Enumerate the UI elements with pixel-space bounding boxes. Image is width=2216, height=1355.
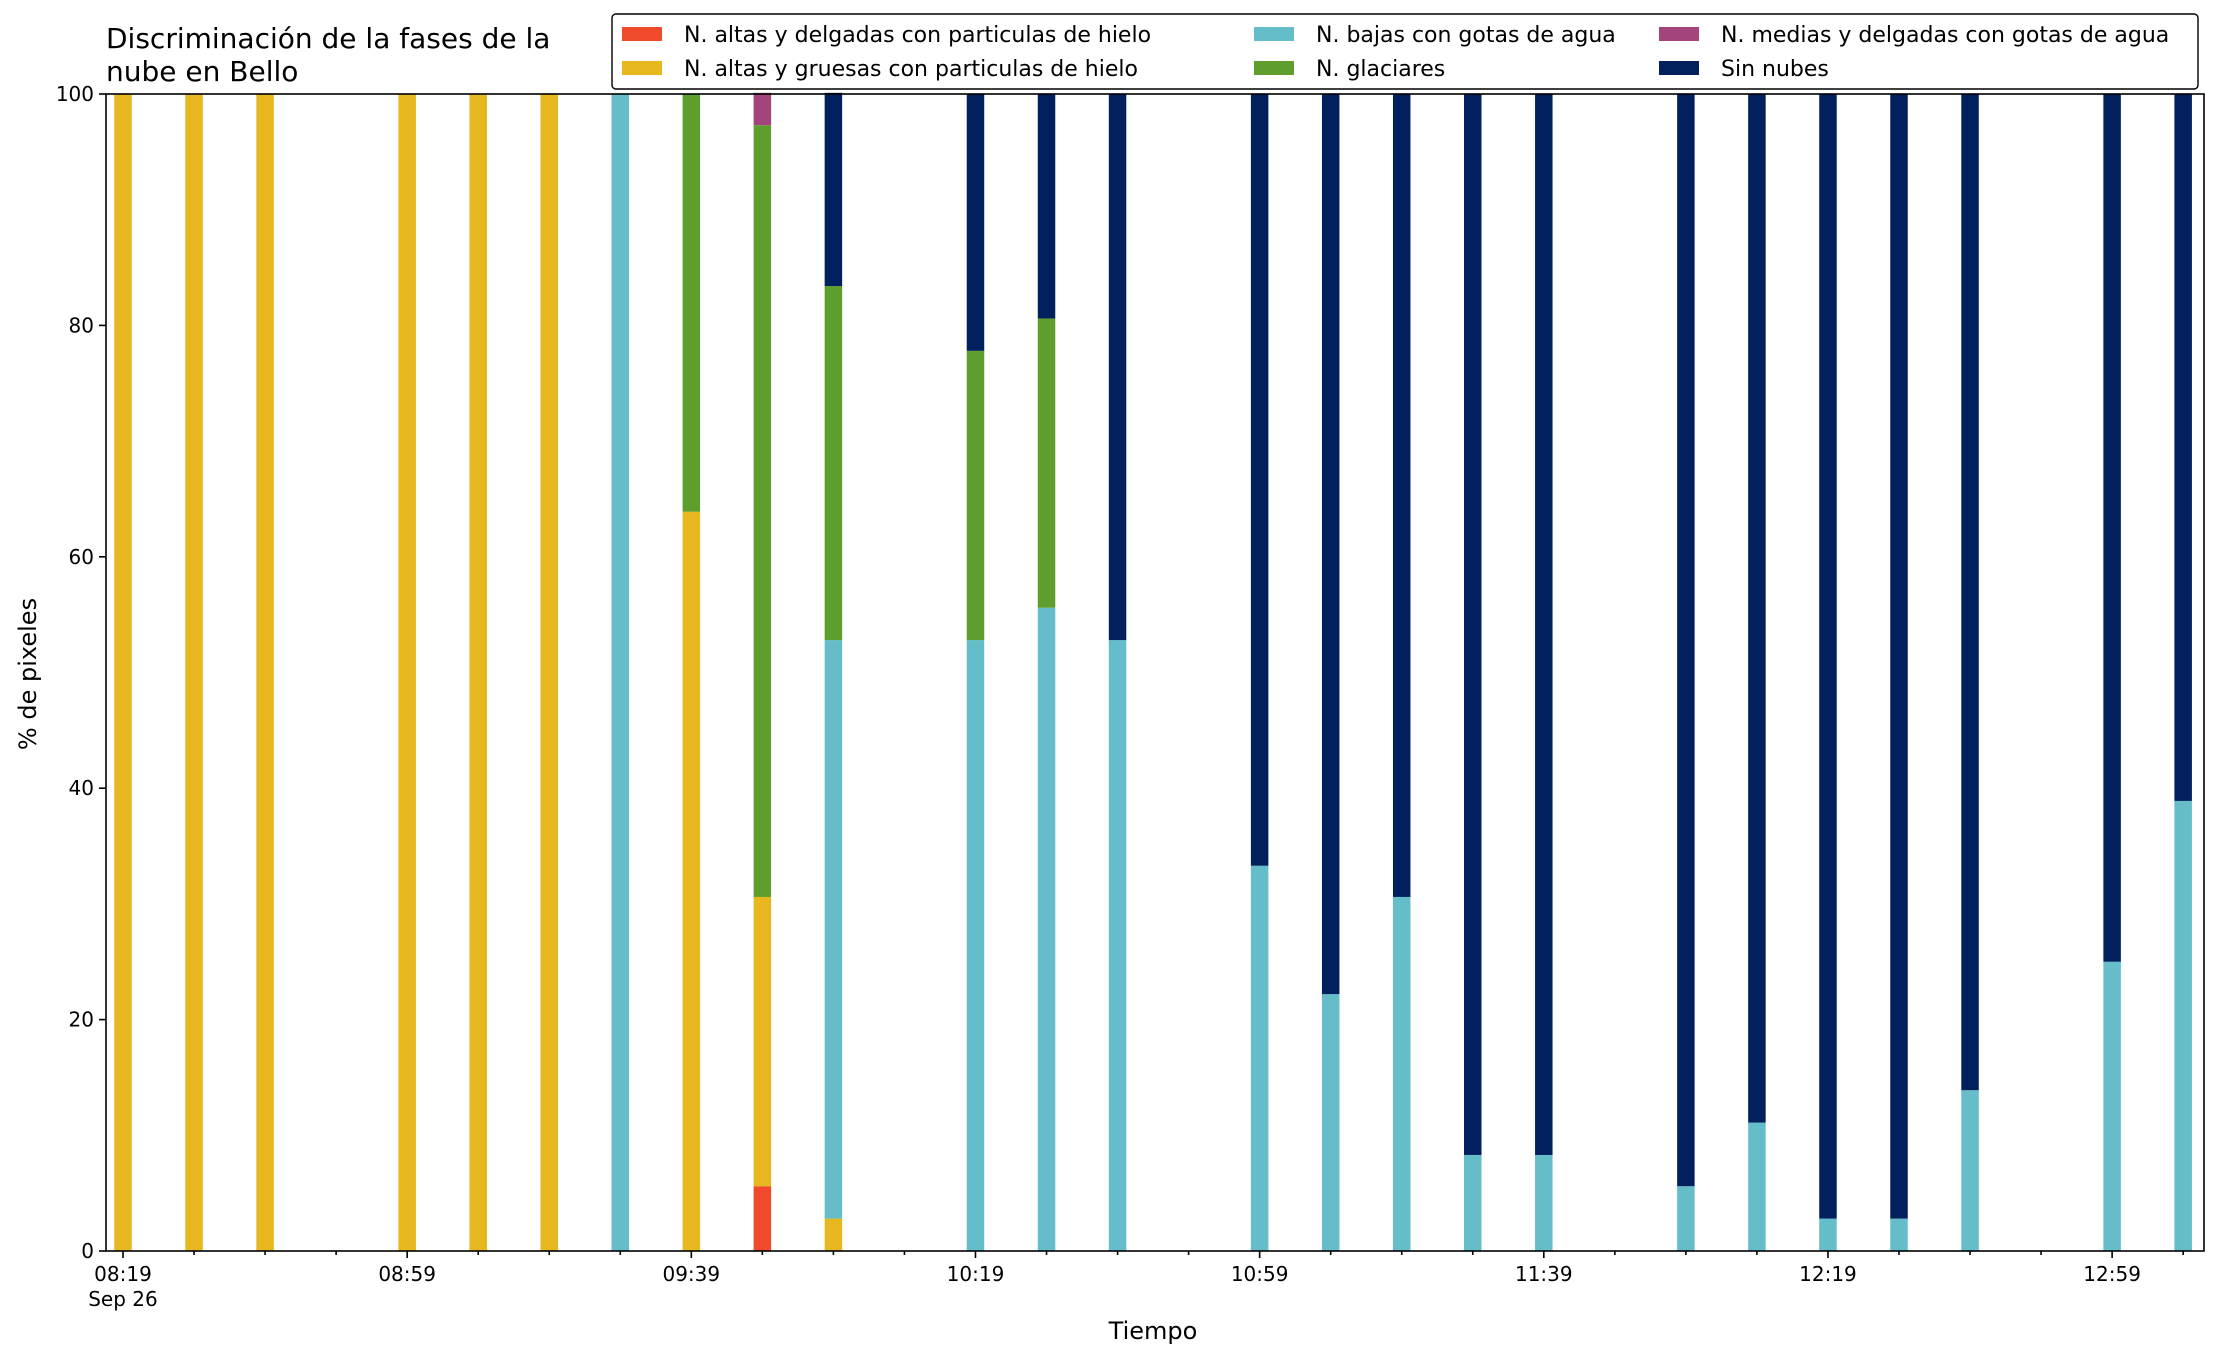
bar-segment xyxy=(1037,607,1056,1251)
bar-segment xyxy=(824,640,843,1219)
bar-segment xyxy=(966,94,985,351)
chart-title-line: Discriminación de la fases de la xyxy=(106,22,550,55)
legend: N. altas y delgadas con particulas de hi… xyxy=(611,13,2199,90)
bar-segment xyxy=(1392,94,1411,897)
bar-segment xyxy=(1890,1218,1908,1251)
bar-segment xyxy=(1108,94,1127,641)
x-tick-sublabel: Sep 26 xyxy=(88,1287,158,1311)
bar-segment xyxy=(611,94,630,1251)
bar-segment xyxy=(1677,1186,1695,1251)
bar-segment xyxy=(682,94,701,512)
bar-segment xyxy=(398,94,416,1251)
x-axis-label: Tiempo xyxy=(1108,1317,1198,1345)
legend-swatch xyxy=(1254,27,1294,41)
bar-segment xyxy=(1250,865,1269,1251)
x-tick-label: 10:59 xyxy=(1231,1262,1289,1286)
bar-segment xyxy=(1677,94,1695,1187)
bar-segment xyxy=(753,896,772,1187)
x-tick-label: 09:39 xyxy=(662,1262,720,1286)
bar-segment xyxy=(1037,318,1056,608)
bar-segment xyxy=(2174,94,2192,801)
legend-swatch xyxy=(1659,61,1699,75)
bar-segment xyxy=(540,94,558,1251)
bar-segment xyxy=(753,1186,772,1251)
bar-segment xyxy=(1535,1154,1553,1251)
bar-segment xyxy=(1890,94,1908,1219)
x-tick-label: 08:59 xyxy=(378,1262,436,1286)
bar-segment xyxy=(1250,94,1269,866)
x-tick-label: 10:19 xyxy=(947,1262,1005,1286)
legend-label: N. altas y gruesas con particulas de hie… xyxy=(684,57,1138,82)
bar-segment xyxy=(1748,94,1766,1123)
bar-segment xyxy=(1961,94,1979,1091)
bar-segment xyxy=(114,94,132,1251)
legend-label: Sin nubes xyxy=(1721,57,1829,82)
y-tick-label: 0 xyxy=(81,1239,94,1263)
bar-segment xyxy=(1464,94,1482,1155)
legend-swatch xyxy=(1254,61,1294,75)
bar-segment xyxy=(2174,800,2192,1251)
x-axis: 08:19 08:59 09:39 10:19 10:59 11:39 12:19 12:59… xyxy=(88,1251,2184,1311)
y-axis: 0 20 40 60 80 100 xyxy=(56,82,106,1263)
bar-segment xyxy=(966,640,985,1251)
legend-label: N. altas y delgadas con particulas de hi… xyxy=(684,23,1151,48)
bar-segment xyxy=(1108,640,1127,1251)
legend-box xyxy=(611,13,2199,90)
bar-segment xyxy=(1819,94,1837,1219)
bar-segment xyxy=(256,94,274,1251)
bar-segment xyxy=(682,511,701,1251)
bar-segment xyxy=(1321,94,1340,995)
chart-title: Discriminación de la fases de la nube en … xyxy=(106,22,550,88)
bar-segment xyxy=(1464,1154,1482,1251)
bar-segment xyxy=(469,94,487,1251)
bar-segment xyxy=(824,92,843,287)
y-tick-label: 60 xyxy=(69,545,94,569)
bar-segment xyxy=(966,350,985,641)
y-tick-label: 100 xyxy=(56,82,94,106)
bars xyxy=(114,92,2192,1251)
bar-segment xyxy=(1748,1122,1766,1251)
x-tick-label: 12:19 xyxy=(1799,1262,1857,1286)
bar-segment xyxy=(2103,94,2121,962)
bar-segment xyxy=(1535,94,1553,1155)
x-tick-label: 12:59 xyxy=(2083,1262,2141,1286)
x-tick-label: 08:19 xyxy=(94,1262,152,1286)
bar-segment xyxy=(1961,1090,1979,1251)
bar-segment xyxy=(2103,961,2121,1251)
legend-swatch xyxy=(622,27,662,41)
bar-segment xyxy=(753,125,772,897)
bar-segment xyxy=(1819,1218,1837,1251)
bar-segment xyxy=(185,94,203,1251)
y-tick-label: 80 xyxy=(69,313,94,337)
legend-swatch xyxy=(622,61,662,75)
chart-title-line: nube en Bello xyxy=(106,55,298,88)
bar-segment xyxy=(1037,94,1056,319)
legend-label: N. glaciares xyxy=(1316,57,1445,82)
bar-segment xyxy=(753,92,772,126)
y-axis-label: % de pixeles xyxy=(14,598,42,750)
bar-segment xyxy=(824,286,843,641)
plot-frame xyxy=(105,93,2205,1252)
legend-label: N. bajas con gotas de agua xyxy=(1316,23,1616,48)
bar-segment xyxy=(824,1218,843,1251)
x-tick-label: 11:39 xyxy=(1515,1262,1573,1286)
legend-label: N. medias y delgadas con gotas de agua xyxy=(1721,23,2169,48)
bar-segment xyxy=(1321,994,1340,1251)
y-tick-label: 20 xyxy=(69,1008,94,1032)
bar-segment xyxy=(1392,896,1411,1251)
legend-swatch xyxy=(1659,27,1699,41)
y-tick-label: 40 xyxy=(69,776,94,800)
